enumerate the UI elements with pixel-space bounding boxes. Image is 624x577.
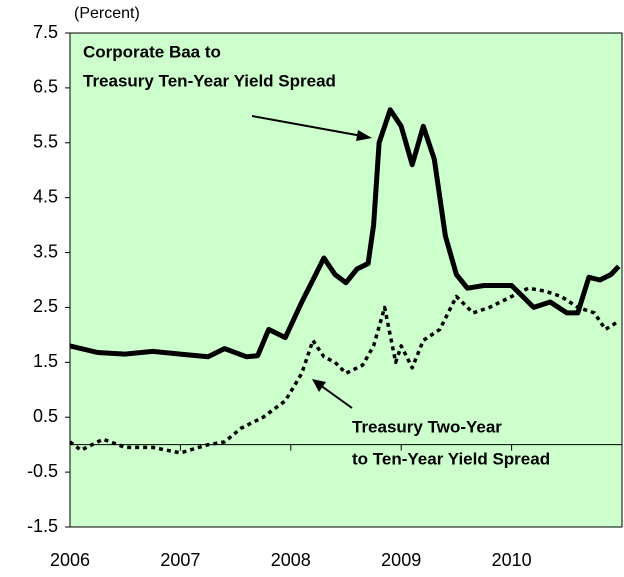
arrow [251,115,363,137]
y-tick-label: 5.5 [33,132,58,152]
x-tick-label: 2009 [381,550,421,570]
x-tick-label: 2008 [271,550,311,570]
y-tick-label: 4.5 [33,186,58,206]
annotation: Treasury Ten-Year Yield Spread [83,71,336,90]
arrows [251,115,372,409]
annotation: Treasury Two-Year [352,417,502,436]
arrow-head [312,379,326,392]
arrow-head [356,130,372,141]
y-tick-label: 0.5 [33,406,58,426]
y-tick-label: -1.5 [27,516,58,536]
y-tick-label: 6.5 [33,77,58,97]
x-tick-label: 2007 [160,550,200,570]
annotation: to Ten-Year Yield Spread [352,449,550,468]
y-tick-label: 3.5 [33,241,58,261]
y-tick-label: 7.5 [33,22,58,42]
unit-label: (Percent) [74,5,140,22]
x-tick-label: 2006 [50,550,90,570]
x-tick-label: 2010 [492,550,532,570]
series-line [69,107,621,360]
annotation: Corporate Baa to [83,42,221,61]
series-line [68,286,620,455]
y-tick-label: 1.5 [33,351,58,371]
arrow [319,384,353,409]
y-tick-label: 2.5 [33,296,58,316]
y-tick-label: -0.5 [27,461,58,481]
